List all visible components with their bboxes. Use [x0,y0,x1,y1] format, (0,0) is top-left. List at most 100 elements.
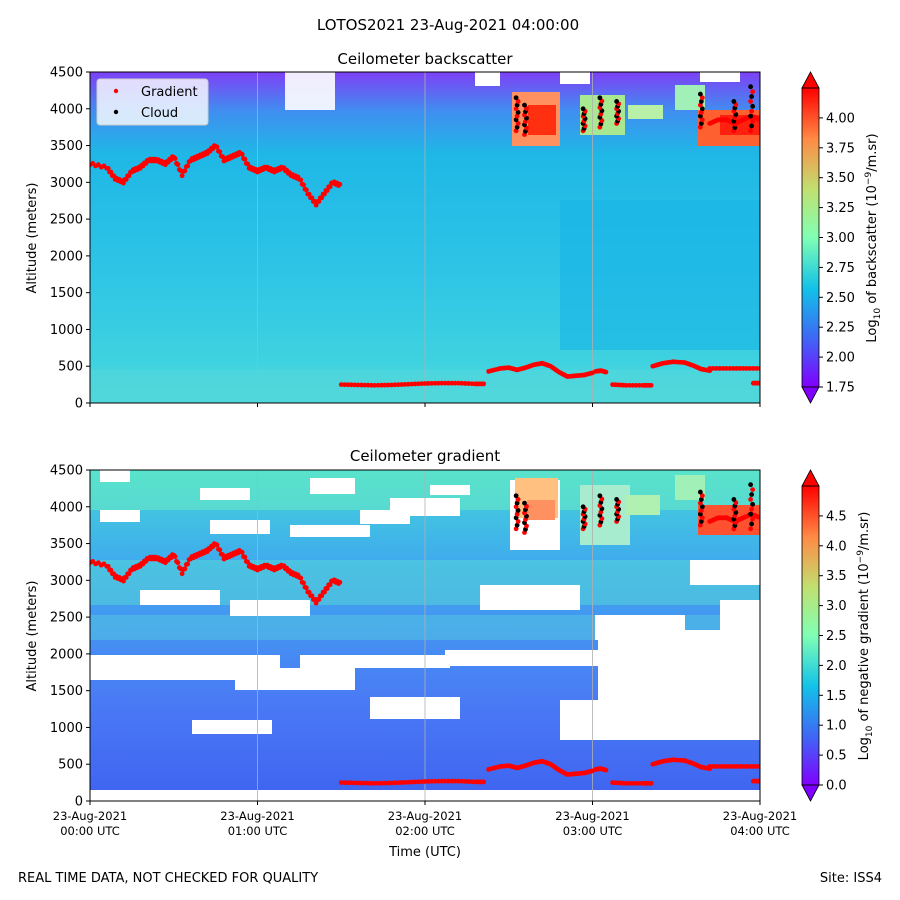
backscatter-ylabel: Altitude (meters) [25,183,40,294]
cloud-point [750,501,756,507]
gradient-point [697,124,703,130]
backscatter-gridlines [257,72,593,403]
gradient-point [379,382,384,388]
gradient-point [239,549,245,555]
cloud-point [749,94,755,99]
cloud-point [697,489,703,495]
colorbar-tick-label: 3.00 [826,231,855,246]
colorbar-tick-label: 3.25 [826,201,855,216]
gradient-point [481,779,487,785]
gradient-point [730,366,736,371]
legend: Gradient Cloud [96,78,209,126]
y-tick-label: 500 [58,360,83,375]
gradient-point [369,780,374,786]
gradient-point [175,560,181,566]
gradient-point [481,381,487,387]
gradient-point [301,182,306,188]
gradient-point [182,168,188,174]
gradient-point [727,366,733,371]
gradient-point [422,381,428,386]
gradient-point [362,382,368,388]
x-tick-label-date: 23-Aug-2021 [555,809,629,823]
gradient-point [439,778,445,784]
cloud-point [513,117,519,123]
legend-box [96,78,209,126]
gradient-point [710,764,716,769]
legend-gradient-marker [113,88,119,94]
y-tick-label: 2000 [50,249,83,264]
gradient-point [730,764,736,769]
gradient-point [452,778,458,784]
colorbar-tick-label: 2.25 [826,321,855,336]
gradient-point [749,506,755,512]
gradient-point [382,780,388,786]
backscatter-title: Ceilometer backscatter [337,50,513,68]
gradient-point [513,526,519,532]
gradient-point [513,128,519,134]
gradient-point [358,382,364,388]
gradient-point [324,188,330,193]
gradient-colorbar-extend-min [801,784,820,802]
gradient-point [747,366,753,371]
figure-title: LOTOS2021 23-Aug-2021 04:00:00 [317,16,579,34]
gradient-point [327,184,333,190]
gradient-point [707,764,713,769]
gradient-point [755,514,760,520]
cloud-point [597,95,603,101]
x-tick-label-time: 01:00 UTC [228,824,288,838]
y-tick-label: 1500 [50,286,83,301]
backscatter-colorbar-extend-max [801,71,820,89]
gradient-point [750,487,756,493]
backscatter-colorbar: 1.75 2.00 2.25 2.50 2.75 3.00 3.25 3.50 3.75 4.00… [801,71,883,404]
gradient-point [358,780,364,786]
gradient-point [345,780,351,786]
colorbar-tick-label: 3.0 [826,599,847,614]
gradient-point [744,366,749,371]
backscatter-colorbar-label: Log10 of backscatter (10−9/m.sr) [864,133,883,342]
gradient-point [720,366,726,371]
gradient-point [108,567,114,573]
gradient-point [217,547,223,553]
gradient-point [324,586,330,591]
colorbar-tick-label: 3.75 [826,141,855,156]
gradient-point [337,181,343,187]
y-tick-label: 3000 [50,574,83,589]
gradient-point [185,163,191,169]
gradient-point [121,578,126,584]
cloud-point [513,515,519,521]
gradient-point [355,382,361,388]
gradient-point [352,780,358,786]
gradient-point [720,764,726,769]
gradient-colorbar-gradient [802,486,819,785]
gradient-point [322,191,327,197]
gradient-point [175,162,181,168]
y-tick-label: 1500 [50,684,83,699]
gradient-point [748,497,754,502]
cloud-point [515,110,521,115]
gradient-point [750,516,756,522]
gradient-point [372,382,378,388]
cloud-point [699,106,705,112]
cloud-point [514,124,520,130]
gradient-point [734,366,739,371]
gradient-point [442,380,448,386]
gradient-point [697,500,703,506]
gradient-point [121,180,126,186]
gradient-point [648,382,654,388]
gradient-point [313,202,319,208]
gradient-point [750,89,756,95]
colorbar-tick-label: 2.00 [826,351,855,366]
colorbar-tick-label: 2.5 [826,629,847,644]
y-tick-label: 1000 [50,323,83,338]
gradient-point [603,369,609,375]
gradient-point [179,173,185,179]
gradient-point [348,382,354,388]
gradient-point [515,519,521,524]
y-tick-label: 0 [75,795,83,810]
x-tick-label-date: 23-Aug-2021 [220,809,294,823]
gradient-point [630,780,636,786]
gradient-point [754,366,760,371]
cloud-point [580,504,586,510]
